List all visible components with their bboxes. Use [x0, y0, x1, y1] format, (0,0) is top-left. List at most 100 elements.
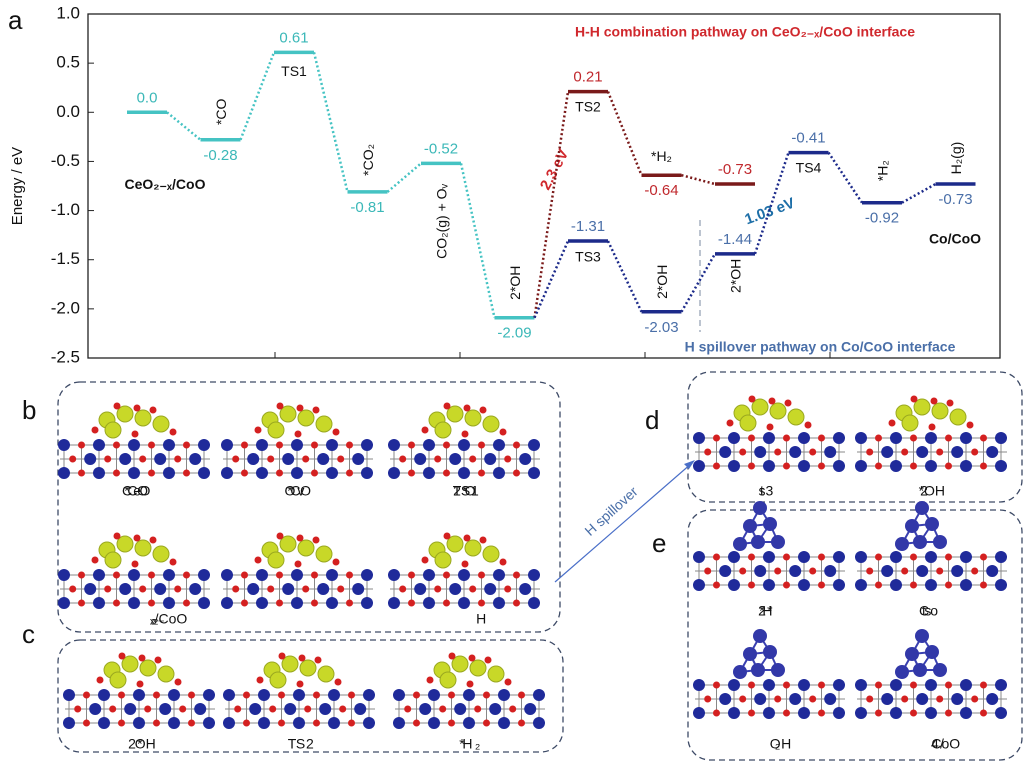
atom — [888, 419, 896, 427]
atom — [133, 404, 141, 412]
atom — [910, 553, 917, 561]
atom — [153, 691, 160, 699]
atom — [482, 415, 500, 433]
atom — [995, 579, 1007, 591]
atom — [198, 569, 210, 581]
atom — [159, 703, 172, 715]
atom — [789, 446, 802, 458]
atom — [951, 693, 964, 705]
atom — [136, 680, 144, 688]
atom — [299, 659, 317, 677]
atom — [332, 428, 340, 436]
atom — [739, 448, 747, 456]
panel-box — [57, 639, 564, 753]
atom — [267, 421, 285, 439]
atom — [98, 717, 110, 729]
atom — [148, 469, 155, 477]
state-label: CO₂(g) + Oᵥ — [434, 183, 450, 258]
atom — [83, 719, 90, 727]
atom — [693, 707, 705, 719]
atom — [84, 453, 97, 465]
atom — [278, 719, 285, 727]
atom — [256, 439, 268, 451]
value-label: -0.52 — [424, 140, 458, 157]
connector — [901, 182, 937, 204]
atom — [279, 405, 297, 423]
atom — [276, 599, 283, 607]
atom — [434, 551, 452, 569]
atom — [493, 569, 505, 581]
value-label: -0.81 — [350, 199, 384, 216]
atom — [113, 402, 121, 410]
atom — [798, 579, 810, 591]
atom — [116, 535, 134, 553]
atom — [483, 691, 490, 699]
atom — [774, 567, 782, 575]
atom — [743, 519, 757, 533]
state-label: *H₂ — [651, 148, 672, 164]
atom — [423, 467, 435, 479]
atom — [463, 404, 471, 412]
atom — [163, 597, 175, 609]
atom — [163, 569, 175, 581]
atom — [464, 409, 482, 427]
atom — [533, 689, 545, 701]
atom — [113, 532, 121, 540]
atom — [128, 597, 140, 609]
atom — [833, 679, 845, 691]
atom — [121, 655, 139, 673]
value-label: -0.28 — [203, 147, 237, 164]
structure — [223, 652, 375, 729]
atom — [326, 439, 338, 451]
atom — [916, 565, 929, 577]
atom — [157, 665, 175, 683]
atom — [78, 441, 85, 449]
atom — [148, 571, 155, 579]
atom — [243, 691, 250, 699]
atom — [314, 656, 322, 664]
atom — [519, 583, 532, 595]
atom — [296, 534, 304, 542]
atom — [119, 453, 132, 465]
atom — [489, 703, 502, 715]
atom — [474, 705, 482, 713]
atom — [276, 469, 283, 477]
atom — [149, 406, 157, 414]
atom — [388, 439, 400, 451]
atom — [282, 453, 295, 465]
atom — [256, 569, 268, 581]
atom — [174, 585, 182, 593]
atom — [423, 439, 435, 451]
atom — [986, 446, 999, 458]
atom — [493, 467, 505, 479]
state-label: 2*OH — [507, 266, 523, 300]
atom — [818, 681, 825, 689]
atom — [414, 583, 427, 595]
atom — [881, 693, 894, 705]
atom — [783, 709, 790, 717]
atom — [223, 717, 235, 729]
atom — [446, 535, 464, 553]
atom — [980, 681, 987, 689]
connector — [827, 151, 864, 204]
atom — [945, 681, 952, 689]
atom — [528, 439, 540, 451]
atom — [69, 585, 77, 593]
atom — [183, 571, 190, 579]
atom — [131, 560, 139, 568]
atom — [294, 430, 302, 438]
atom — [945, 434, 952, 442]
structure — [855, 501, 1007, 591]
value-label: -0.41 — [791, 130, 825, 147]
atom — [713, 553, 720, 561]
atom — [78, 599, 85, 607]
atom — [818, 462, 825, 470]
atom — [713, 434, 720, 442]
atom — [139, 659, 157, 677]
atom — [910, 434, 917, 442]
atom — [499, 558, 507, 566]
atom — [980, 462, 987, 470]
atom — [443, 402, 451, 410]
caption: ts3 — [758, 483, 773, 499]
atom — [739, 414, 757, 432]
